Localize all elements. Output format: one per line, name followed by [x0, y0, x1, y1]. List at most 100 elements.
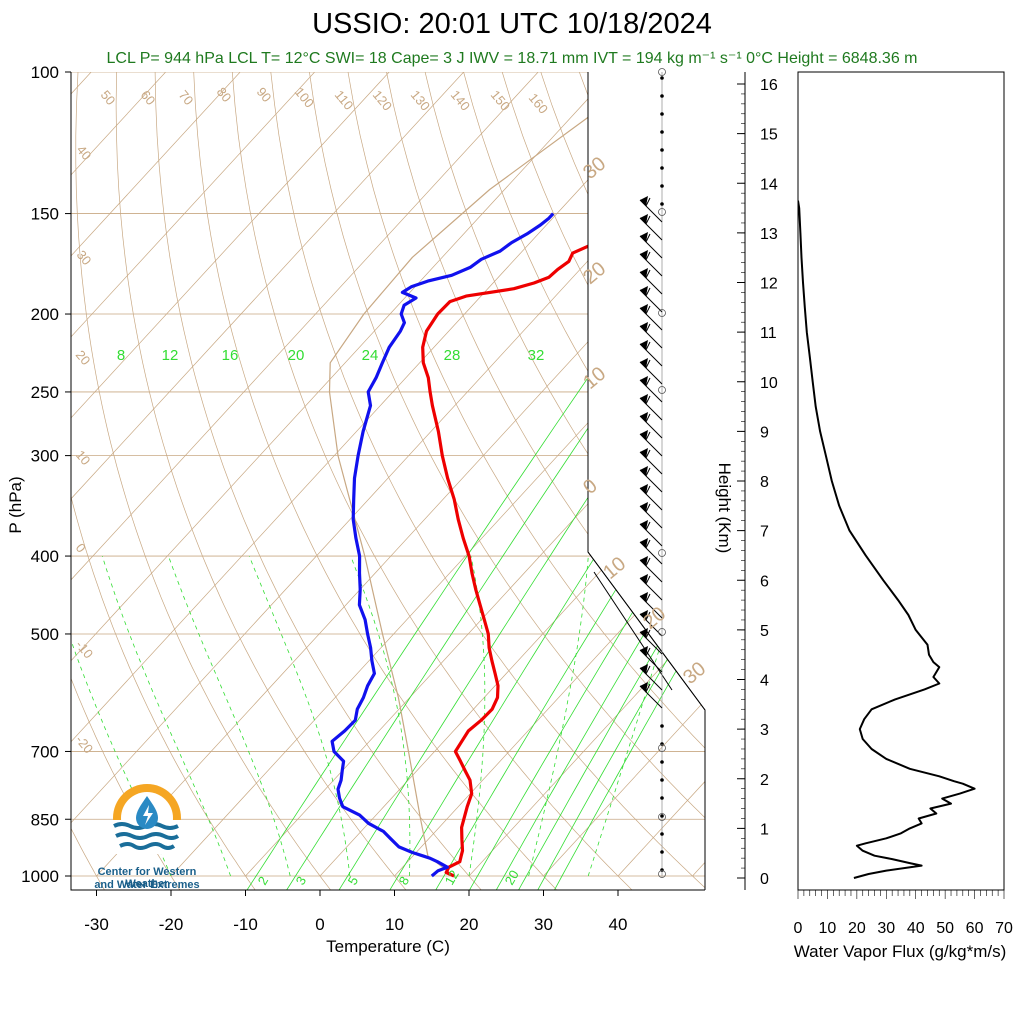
wind-barb-pennant: [640, 430, 648, 440]
wind-level-circle: [658, 309, 666, 317]
wind-barb-flag: [645, 665, 651, 675]
wind-barb-flag: [645, 395, 651, 405]
isotherm-label: 0: [73, 540, 89, 555]
mixing-ratio-label: 28: [444, 347, 461, 364]
wv-x-tick-label: 60: [966, 920, 984, 937]
wind-barb-pennant: [640, 556, 648, 566]
wind-calm-dot: [660, 724, 664, 728]
wind-barb-flag: [645, 431, 651, 441]
wind-level-circle: [658, 68, 666, 76]
y-tick-label: 400: [31, 547, 59, 566]
dry-adiabat-line: [309, 72, 705, 890]
wind-level-circle: [658, 744, 666, 752]
wind-level-circle: [658, 813, 666, 821]
wind-barb-flag: [645, 557, 651, 567]
dry-adiabat-label: 160: [526, 90, 551, 116]
y-tick-label: 200: [31, 305, 59, 324]
isotherm-label: 40: [74, 142, 95, 163]
height-tick-label: 9: [760, 424, 769, 441]
wind-barb-pennant: [640, 592, 648, 602]
wind-barb-pennant: [640, 448, 648, 458]
mixing-ratio-bottom-label: 12: [442, 867, 462, 887]
wind-barb-flag: [645, 539, 651, 549]
dry-adiabat-line: [115, 72, 409, 890]
mixing-ratio-label: 12: [162, 347, 179, 364]
skew-t-series: [328, 72, 651, 878]
isotherm-line: [71, 72, 688, 877]
wind-calm-dot: [660, 184, 664, 188]
wind-barb-pennant: [640, 646, 648, 656]
dry-adiabat-label: 70: [176, 87, 197, 108]
isotherm-line: [71, 72, 705, 877]
y-axis-label: P (hPa): [6, 476, 25, 533]
wind-calm-dot: [660, 814, 664, 818]
wv-x-tick-label: 10: [819, 920, 837, 937]
isotherm-right-label: 10: [579, 363, 610, 394]
x-tick-label: 0: [315, 915, 324, 934]
wind-calm-dot: [660, 76, 664, 80]
wv-x-tick-label: 0: [794, 920, 803, 937]
wind-barb-pennant: [640, 484, 648, 494]
dry-adiabat-label: 150: [488, 87, 513, 113]
isotherm-right-label: 0: [579, 475, 602, 499]
dry-adiabat-label: 140: [448, 87, 473, 113]
wind-calm-dot: [660, 778, 664, 782]
x-tick-label: 10: [385, 915, 404, 934]
x-tick-label: -20: [159, 915, 184, 934]
mixing-ratio-label: 8: [117, 347, 125, 364]
wind-barb-pennant: [640, 232, 648, 242]
wv-y-axis-label: Height (Km): [715, 463, 734, 554]
height-tick-label: 1: [760, 821, 769, 838]
height-tick-label: 14: [760, 176, 778, 193]
dry-adiabat-label: 100: [292, 84, 317, 110]
wind-barb-pennant: [640, 664, 648, 674]
y-tick-label: 100: [31, 63, 59, 82]
dry-adiabat-label: 50: [98, 87, 119, 108]
isotherm-label: -10: [73, 637, 97, 661]
wind-calm-dot: [660, 94, 664, 98]
height-tick-label: 12: [760, 276, 778, 293]
wind-level-circle: [658, 628, 666, 636]
dry-adiabat-line: [734, 72, 1024, 893]
dry-adiabat-line: [231, 72, 636, 890]
dry-adiabat-line: [540, 72, 705, 890]
height-tick-label: 0: [760, 871, 769, 888]
wind-barb-flag: [645, 377, 651, 387]
parcel-path-line: [328, 72, 651, 877]
isotherm-right-label: 10: [599, 553, 630, 584]
mixing-ratio-label: 32: [528, 347, 545, 364]
height-tick-label: 11: [760, 325, 777, 342]
dry-adiabat-line: [71, 72, 107, 890]
skew-t-axes: [70, 72, 705, 891]
wv-x-tick-label: 30: [877, 920, 895, 937]
y-tick-label: 150: [31, 205, 59, 224]
wind-calm-dot: [660, 166, 664, 170]
dry-adiabat-line: [386, 72, 705, 890]
cw3e-logo: [113, 784, 181, 854]
isotherm-line: [692, 72, 705, 877]
y-tick-label: 700: [31, 742, 59, 761]
wind-barb-flag: [645, 215, 651, 225]
mixing-ratio-line: [494, 313, 705, 890]
wind-barb-flag: [645, 233, 651, 243]
isotherm-line: [767, 72, 1024, 876]
dry-adiabat-line: [617, 72, 705, 890]
isotherm-line: [0, 72, 17, 876]
wind-barb-pennant: [640, 268, 648, 278]
isotherm-line: [543, 72, 705, 877]
wind-barb-flag: [645, 593, 651, 603]
dry-adiabat-line: [424, 72, 705, 890]
wind-level-circle: [658, 208, 666, 216]
wind-barb-flag: [645, 467, 651, 477]
height-tick-label: 16: [760, 77, 778, 94]
y-tick-label: 300: [31, 447, 59, 466]
moist-adiabat-line: [248, 555, 351, 877]
dry-adiabat-line: [347, 72, 705, 890]
wv-frame: [797, 71, 1005, 891]
moist-adiabat-line: [528, 556, 589, 877]
mixing-ratio-line: [535, 313, 705, 890]
wind-barb-column: [639, 68, 666, 878]
height-tick-label: 7: [760, 524, 769, 541]
wind-barb-pennant: [640, 340, 648, 350]
